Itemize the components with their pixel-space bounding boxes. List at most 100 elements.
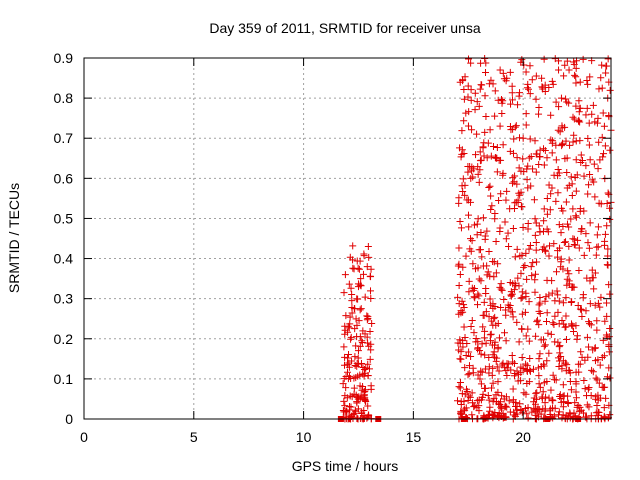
data-point [591, 269, 599, 277]
data-point [507, 100, 515, 108]
data-point [574, 360, 582, 368]
data-point [344, 328, 352, 336]
data-point [555, 343, 563, 351]
data-point [517, 269, 525, 277]
data-point [512, 281, 520, 289]
data-point [586, 219, 594, 227]
data-point [485, 313, 493, 321]
data-point [529, 259, 537, 267]
data-point [349, 242, 357, 250]
data-point [519, 223, 527, 231]
y-tick-label: 0.9 [54, 50, 74, 66]
data-point [604, 245, 612, 253]
data-point [513, 245, 521, 253]
data-point [354, 354, 362, 362]
data-point [595, 199, 603, 207]
data-point [576, 137, 584, 145]
data-point [468, 317, 476, 325]
data-point [530, 196, 538, 204]
data-point [600, 241, 608, 249]
data-point [351, 353, 359, 361]
data-point [543, 357, 551, 365]
data-point [532, 389, 540, 397]
data-point [342, 384, 350, 392]
data-point [565, 270, 573, 278]
data-point [522, 289, 530, 297]
data-point [532, 168, 540, 176]
data-point [457, 224, 465, 232]
data-point [576, 78, 584, 86]
data-point [540, 227, 548, 235]
data-point [572, 380, 580, 388]
data-point [477, 396, 485, 404]
data-point [460, 301, 468, 309]
data-point [571, 174, 579, 182]
data-point [540, 205, 548, 213]
data-point [522, 68, 530, 76]
data-point [454, 293, 462, 301]
data-point [526, 62, 534, 70]
data-point [518, 294, 526, 302]
data-point [585, 141, 593, 149]
data-point [471, 89, 479, 97]
data-point [456, 218, 464, 226]
data-point [518, 408, 526, 416]
data-point [482, 289, 490, 297]
data-point [603, 333, 611, 341]
data-point [502, 402, 510, 410]
data-point [543, 210, 551, 218]
data-point [353, 398, 361, 406]
data-point [477, 81, 485, 89]
data-point [521, 404, 529, 412]
data-point [563, 57, 571, 65]
data-point [540, 342, 548, 350]
y-tick-label: 0.2 [54, 331, 74, 347]
data-point [459, 343, 467, 351]
data-point [460, 95, 468, 103]
data-point [575, 117, 583, 125]
data-point [358, 337, 366, 345]
data-point [459, 308, 467, 316]
data-point [462, 252, 470, 260]
data-point [535, 161, 543, 169]
data-point [562, 294, 570, 302]
y-tick-labels: 0 0.1 0.2 0.3 0.4 0.5 0.6 0.7 0.8 0.9 [54, 50, 74, 427]
data-point [546, 206, 554, 214]
data-point [564, 267, 572, 275]
data-point [569, 235, 577, 243]
data-point [525, 154, 533, 162]
data-point [497, 280, 505, 288]
data-point [565, 66, 573, 74]
data-point [481, 128, 489, 136]
data-point [562, 198, 570, 206]
data-point [345, 350, 353, 358]
data-point [565, 242, 573, 250]
data-point [505, 397, 513, 405]
data-point [561, 323, 569, 331]
data-point [474, 344, 482, 352]
data-point [559, 207, 567, 215]
data-point [461, 73, 469, 81]
data-point [575, 407, 583, 415]
data-point [535, 321, 543, 329]
data-series-srmtid [339, 55, 615, 423]
y-tick-label: 0.3 [54, 291, 74, 307]
data-point [596, 303, 604, 311]
data-point [465, 277, 473, 285]
data-point [572, 368, 580, 376]
data-point [342, 312, 350, 320]
data-point [535, 103, 543, 111]
data-point [523, 362, 531, 370]
data-point [545, 181, 553, 189]
data-point [543, 309, 551, 317]
data-point [532, 332, 540, 340]
data-point [461, 364, 469, 372]
data-point [542, 247, 550, 255]
data-point [532, 95, 540, 103]
data-point [550, 240, 558, 248]
data-point [495, 414, 503, 422]
data-point [356, 281, 364, 289]
data-point [509, 280, 517, 288]
x-tick-label: 15 [406, 429, 422, 445]
